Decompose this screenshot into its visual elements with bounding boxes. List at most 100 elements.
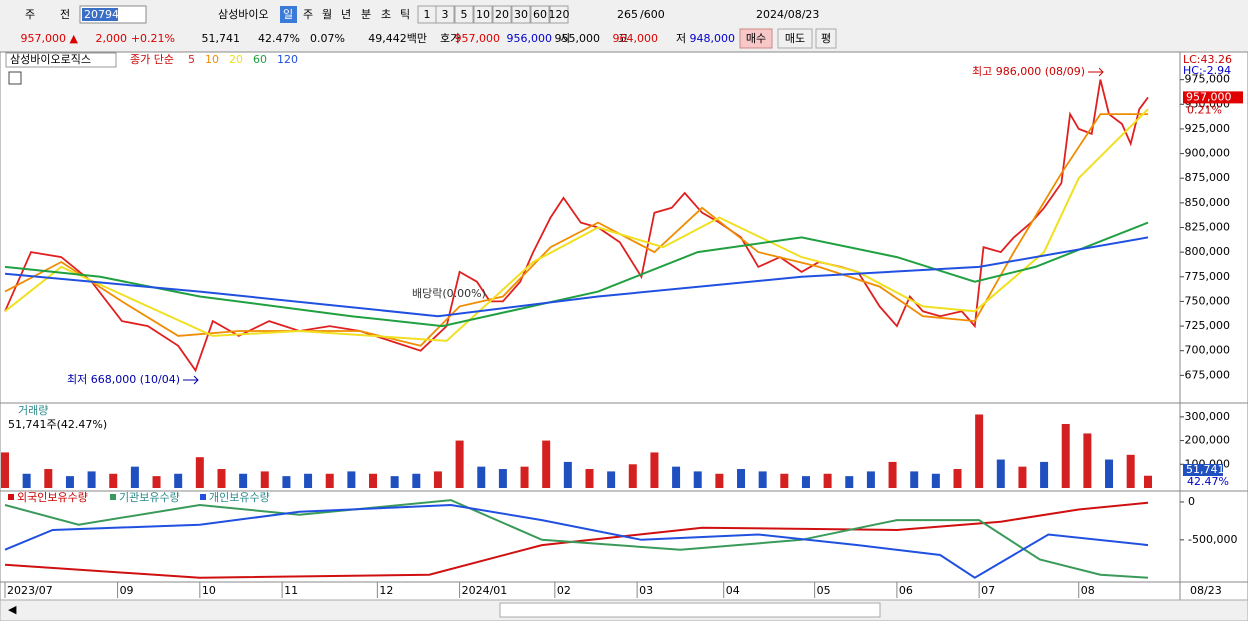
arrow [183,375,199,385]
toolbar-item[interactable]: 3 [442,8,449,21]
volume-bar [1105,459,1114,488]
quote-item: 957,000 ▲ [21,32,79,45]
volume-bar [931,473,940,488]
interval-button[interactable] [473,5,493,24]
volume-bar [715,473,724,488]
period-selected[interactable] [280,6,297,23]
volume-bar [477,466,486,488]
y-tick-label: 975,000 [1185,73,1231,86]
volume-bar [672,466,681,488]
toolbar-item[interactable]: 120 [549,8,570,21]
volume-bar [628,464,637,488]
y-tick-label: -500,000 [1188,533,1237,546]
volume-bar [390,476,399,488]
eval-button[interactable] [815,28,837,49]
volume-bar [369,473,378,488]
y-tick-label: 825,000 [1185,221,1231,234]
scroll-left[interactable]: ◀ [8,603,17,616]
legend-box [5,52,117,68]
sell-button[interactable] [777,28,813,49]
y-tick-label: 725,000 [1185,319,1231,332]
toolbar-item[interactable]: 30 [514,8,528,21]
toolbar-item[interactable]: 틱 [400,8,410,21]
toolbar-item[interactable]: 주 [303,8,313,21]
legend-entry: 60 [253,53,267,66]
panel-title: 거래량 [18,404,48,417]
volume-bar [585,469,594,488]
x-tick-label: 08 [1081,584,1095,597]
toolbar-item[interactable]: 일 [283,7,293,21]
toolbar-item[interactable]: 207940 [84,8,126,21]
buy-button[interactable] [739,28,773,49]
y-tick-label: 800,000 [1185,245,1231,258]
annotation-low: 최저 668,000 (10/04) [67,373,180,386]
volume-bar [607,471,616,488]
x-tick-label: 12 [379,584,393,597]
x-end-label: 08/23 [1190,584,1222,597]
volume-bar [433,471,442,488]
quote-item[interactable]: 매수 [746,32,766,45]
interval-button[interactable] [454,5,474,24]
interval-button[interactable] [492,5,512,24]
quote-item: 955,000 [555,32,601,45]
x-tick-label: 02 [557,584,571,597]
toolbar-item[interactable]: 전 [60,8,70,21]
quote-item: 저 [676,32,686,45]
code-select [82,8,118,21]
quote-item: 42.47% [258,32,300,45]
volume-bar [650,452,659,488]
volume-bar [845,476,854,488]
scroll-thumb[interactable] [499,602,881,618]
volume-bar [866,471,875,488]
volume-bar [888,461,897,488]
series-line [4,503,1149,579]
x-tick-label: 07 [981,584,995,597]
volume-bar [1018,466,1027,488]
toolbar-item[interactable]: 주 [25,8,35,21]
volume-bar [780,473,789,488]
toolbar-item[interactable]: 60 [533,8,547,21]
toolbar-bg [0,0,1248,52]
interval-button[interactable] [549,5,569,24]
interval-button[interactable] [530,5,550,24]
toolbar-item[interactable]: 년 [341,8,351,21]
x-tick-label: 11 [284,584,298,597]
toolbar-item[interactable]: 265 [617,8,638,21]
last-change: 0.21% [1187,103,1222,116]
volume-bar [693,471,702,488]
series-line [4,501,1149,579]
quote-item: 호가 [440,32,460,45]
toolbar-item[interactable]: 10 [476,8,490,21]
quote-item[interactable]: 매도 [785,32,805,45]
quote-item: 957,000 [455,32,501,45]
y-tick-label: 750,000 [1185,294,1231,307]
quote-item: +0.21% [131,32,175,45]
legend-swatch [8,494,14,500]
toolbar-item[interactable]: 삼성바이오 [218,8,269,21]
toolbar-item[interactable]: 분 [361,8,371,21]
interval-button[interactable] [435,5,455,24]
volume-bar [22,473,31,488]
toolbar-item[interactable]: 월 [322,8,332,21]
toolbar-item[interactable]: 1 [424,8,431,21]
toolbar-item[interactable]: /600 [640,8,665,21]
x-tick-label: 05 [817,584,831,597]
last-price-label: 957,000 [1186,90,1232,103]
grid-icon[interactable] [8,71,22,85]
y-tick-label: 300,000 [1185,410,1231,423]
volume-bar [130,466,139,488]
quote-item: 948,000 [690,32,736,45]
x-tick-label: 2023/07 [7,584,53,597]
toolbar-item[interactable]: 2024/08/23 [756,8,819,21]
volume-bar [758,471,767,488]
arrow [1088,67,1104,77]
volume-bar [801,476,810,488]
toolbar-item[interactable]: 초 [381,8,391,21]
volume-bar [542,440,551,488]
toolbar-item[interactable]: 20 [495,8,509,21]
interval-button[interactable] [511,5,531,24]
vol-last: 51,741 [1186,463,1225,476]
toolbar-item[interactable]: 5 [461,8,468,21]
quote-item[interactable]: 평 [821,32,831,45]
